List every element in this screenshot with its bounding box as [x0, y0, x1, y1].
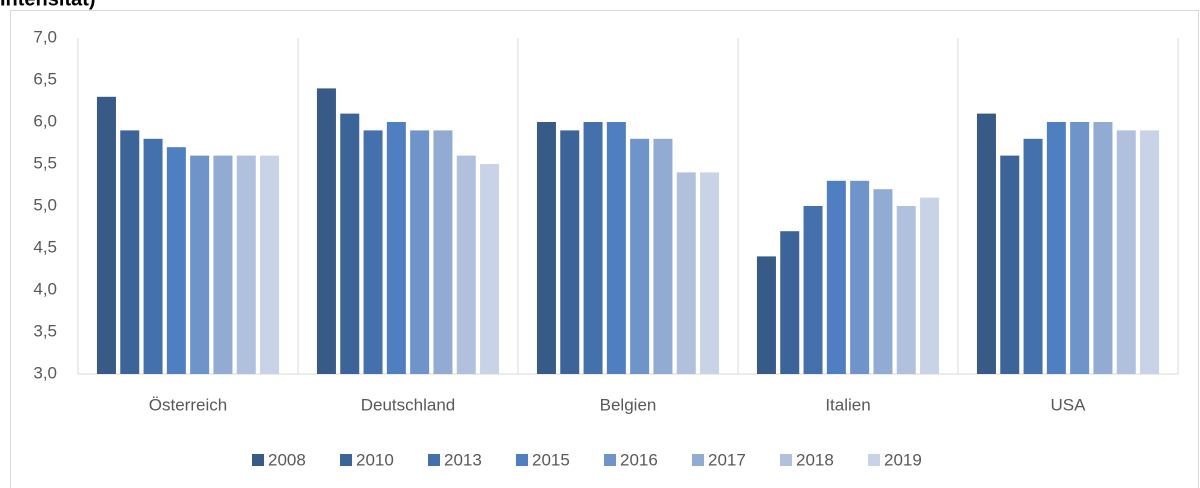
- bar: [213, 155, 233, 374]
- legend-label: 2010: [356, 450, 394, 469]
- bar: [1000, 155, 1020, 374]
- bar: [630, 138, 650, 374]
- y-tick-label: 3,5: [33, 321, 57, 340]
- bar: [1093, 122, 1113, 374]
- bar: [386, 122, 406, 374]
- bar: [1116, 130, 1136, 374]
- legend-swatch: [692, 454, 704, 466]
- legend-label: 2016: [620, 450, 658, 469]
- x-tick-label: Italien: [825, 395, 870, 414]
- y-tick-label: 4,5: [33, 237, 57, 256]
- bar: [583, 122, 603, 374]
- y-tick-label: 6,5: [33, 69, 57, 88]
- bar: [316, 88, 336, 375]
- bar: [850, 180, 870, 374]
- bar: [236, 155, 256, 374]
- bar: [480, 164, 500, 374]
- bar: [190, 155, 210, 374]
- bar: [260, 155, 280, 374]
- bar: [340, 113, 360, 374]
- y-tick-label: 7,0: [33, 27, 57, 46]
- y-tick-label: 6,0: [33, 111, 57, 130]
- legend-swatch: [868, 454, 880, 466]
- bar: [700, 172, 720, 374]
- bar: [560, 130, 580, 374]
- bar: [410, 130, 430, 374]
- chart-title: Intensität): [0, 0, 96, 10]
- bar: [873, 189, 893, 374]
- legend-swatch: [780, 454, 792, 466]
- bar: [120, 130, 140, 374]
- bar: [606, 122, 626, 374]
- bar: [1140, 130, 1160, 374]
- legend-swatch: [604, 454, 616, 466]
- bar: [363, 130, 383, 374]
- x-tick-label: USA: [1051, 395, 1087, 414]
- legend-swatch: [516, 454, 528, 466]
- bar: [1070, 122, 1090, 374]
- bar: [143, 138, 163, 374]
- legend-label: 2017: [708, 450, 746, 469]
- x-tick-label: Österreich: [149, 395, 227, 414]
- bar: [803, 206, 823, 374]
- y-tick-label: 5,0: [33, 195, 57, 214]
- bar: [756, 256, 776, 374]
- y-tick-label: 3,0: [33, 363, 57, 382]
- y-tick-label: 5,5: [33, 153, 57, 172]
- bar: [96, 96, 116, 375]
- bar: [166, 147, 186, 374]
- bar: [896, 206, 916, 374]
- bar: [433, 130, 453, 374]
- legend-label: 2008: [268, 450, 306, 469]
- legend-label: 2015: [532, 450, 570, 469]
- legend-label: 2019: [884, 450, 922, 469]
- bar: [920, 197, 940, 374]
- x-tick-label: Deutschland: [361, 395, 456, 414]
- legend-swatch: [428, 454, 440, 466]
- legend-swatch: [340, 454, 352, 466]
- bar: [976, 113, 996, 374]
- legend-swatch: [252, 454, 264, 466]
- bar: [1046, 122, 1066, 374]
- bar: [676, 172, 696, 374]
- legend-label: 2013: [444, 450, 482, 469]
- bar: [780, 231, 800, 374]
- bar: [653, 138, 673, 374]
- bar: [1023, 138, 1043, 374]
- y-tick-label: 4,0: [33, 279, 57, 298]
- bar: [536, 122, 556, 374]
- legend-label: 2018: [796, 450, 834, 469]
- bar: [826, 180, 846, 374]
- x-tick-label: Belgien: [600, 395, 657, 414]
- bar: [456, 155, 476, 374]
- chart-frame: [10, 10, 1199, 488]
